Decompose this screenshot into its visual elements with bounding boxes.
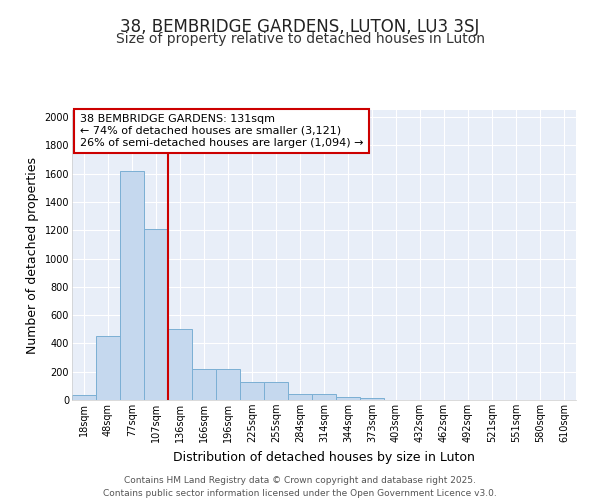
Bar bbox=[168, 328, 192, 400]
Bar bbox=[72, 395, 96, 400]
Text: Contains HM Land Registry data © Crown copyright and database right 2025.
Contai: Contains HM Land Registry data © Crown c… bbox=[103, 476, 497, 498]
Text: 38, BEMBRIDGE GARDENS, LUTON, LU3 3SJ: 38, BEMBRIDGE GARDENS, LUTON, LU3 3SJ bbox=[121, 18, 479, 36]
Text: 38 BEMBRIDGE GARDENS: 131sqm
← 74% of detached houses are smaller (3,121)
26% of: 38 BEMBRIDGE GARDENS: 131sqm ← 74% of de… bbox=[80, 114, 363, 148]
X-axis label: Distribution of detached houses by size in Luton: Distribution of detached houses by size … bbox=[173, 450, 475, 464]
Y-axis label: Number of detached properties: Number of detached properties bbox=[26, 156, 39, 354]
Bar bbox=[336, 397, 360, 400]
Text: Size of property relative to detached houses in Luton: Size of property relative to detached ho… bbox=[115, 32, 485, 46]
Bar bbox=[264, 382, 288, 400]
Bar bbox=[192, 369, 216, 400]
Bar bbox=[240, 382, 264, 400]
Bar bbox=[216, 369, 240, 400]
Bar bbox=[288, 394, 312, 400]
Bar bbox=[312, 394, 336, 400]
Bar bbox=[96, 336, 120, 400]
Bar bbox=[360, 398, 384, 400]
Bar bbox=[144, 229, 168, 400]
Bar bbox=[120, 171, 144, 400]
